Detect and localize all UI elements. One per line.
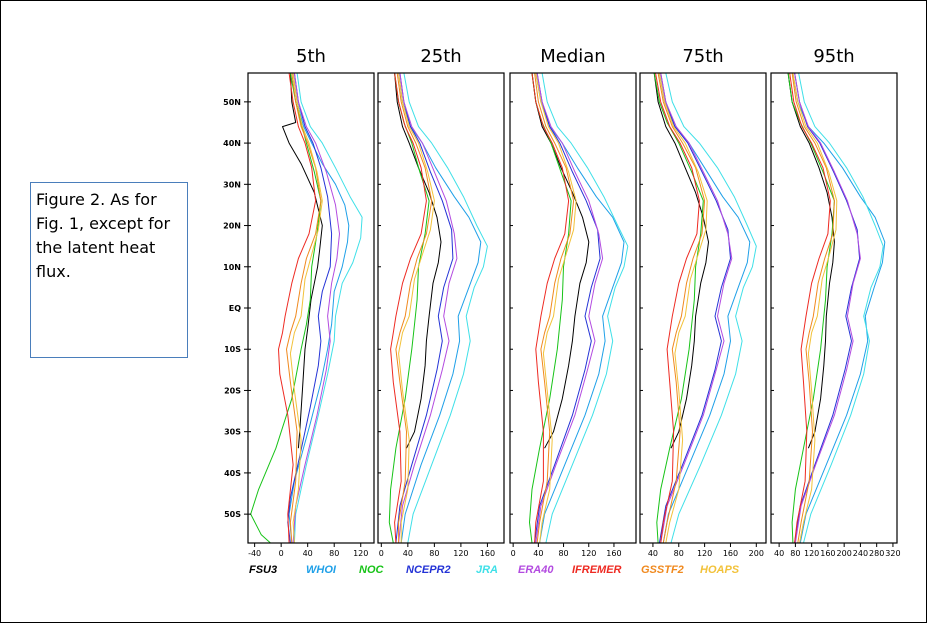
x-tick-label: 120	[353, 549, 368, 558]
x-tick-label: 120	[804, 549, 819, 558]
x-tick-label: 160	[606, 549, 621, 558]
panel-title: 5th	[296, 46, 326, 67]
profile-line-hoaps	[535, 73, 577, 543]
profile-line-ifremer	[278, 73, 317, 543]
profile-line-whoi	[792, 73, 886, 543]
profile-line-jra	[403, 73, 488, 543]
profile-line-gsstf2	[395, 73, 433, 543]
profile-line-era40	[660, 73, 733, 543]
profile-line-ifremer	[531, 73, 570, 543]
x-tick-label: 80	[790, 549, 800, 558]
panel-frame	[509, 72, 637, 544]
x-tick-label: 0	[511, 549, 516, 558]
panel-frame	[770, 72, 898, 544]
lat-tick-label: 40S	[224, 469, 241, 478]
profile-line-ncepr2	[658, 73, 731, 543]
legend-item-gsstf2: GSSTF2	[641, 564, 684, 576]
lat-tick-label: 20S	[224, 386, 241, 395]
x-tick-label: 200	[749, 549, 764, 558]
profile-line-fsu3	[282, 73, 323, 449]
lat-tick-label: 20N	[223, 222, 241, 231]
x-tick-label: 80	[429, 549, 439, 558]
panel-title: Median	[540, 46, 605, 67]
profile-line-ncepr2	[794, 73, 861, 543]
profile-line-ncepr2	[395, 73, 454, 543]
figure-caption: Figure 2. As for Fig. 1, except for the …	[30, 182, 188, 358]
x-tick-label: 320	[885, 549, 900, 558]
x-tick-label: 120	[697, 549, 712, 558]
profile-line-jra	[798, 73, 884, 543]
profile-line-gsstf2	[657, 73, 706, 543]
legend-item-whoi: WHOI	[306, 564, 337, 576]
x-tick-label: 120	[453, 549, 468, 558]
lat-tick-label: 10N	[223, 263, 241, 272]
legend-item-fsu3: FSU3	[249, 564, 277, 576]
legend-item-era40: ERA40	[518, 564, 554, 576]
legend-item-ncepr2: NCEPR2	[406, 564, 451, 576]
x-tick-label: 200	[837, 549, 852, 558]
x-tick-label: 40	[303, 549, 313, 558]
panel-title: 95th	[813, 46, 854, 67]
x-tick-label: 80	[329, 549, 339, 558]
lat-tick-label: 30N	[223, 180, 241, 189]
profile-line-gsstf2	[534, 73, 575, 543]
x-tick-label: 160	[480, 549, 495, 558]
profile-line-ifremer	[789, 73, 831, 543]
profile-line-fsu3	[394, 73, 442, 449]
legend-item-ifremer: IFREMER	[572, 564, 622, 576]
profile-line-jra	[293, 73, 363, 543]
legend-item-jra: JRA	[476, 564, 498, 576]
profile-line-era40	[794, 73, 861, 543]
lat-tick-label: 30S	[224, 428, 241, 437]
profile-line-whoi	[535, 73, 625, 543]
x-tick-label: 0	[379, 549, 384, 558]
lat-tick-label: 40N	[223, 139, 241, 148]
x-tick-label: 240	[853, 549, 868, 558]
lat-tick-label: 50N	[223, 98, 241, 107]
profile-line-gsstf2	[286, 73, 322, 543]
panel-frame	[639, 72, 767, 544]
panel-title: 75th	[682, 46, 723, 67]
x-tick-label: -40	[248, 549, 261, 558]
profile-line-ncepr2	[287, 73, 333, 543]
panel-frame	[377, 72, 505, 544]
profile-line-hoaps	[658, 73, 708, 543]
lat-tick-label: 10S	[224, 345, 241, 354]
x-tick-label: 0	[279, 549, 284, 558]
profile-line-era40	[292, 73, 340, 543]
x-tick-label: 280	[869, 549, 884, 558]
profile-line-hoaps	[398, 73, 435, 543]
x-tick-label: 160	[820, 549, 835, 558]
x-tick-label: 160	[723, 549, 738, 558]
x-tick-label: 40	[648, 549, 658, 558]
profile-line-hoaps	[792, 73, 838, 543]
profile-line-jra	[665, 73, 757, 543]
profile-line-whoi	[288, 73, 350, 543]
lat-tick-label: 50S	[224, 510, 241, 519]
profile-line-fsu3	[787, 73, 835, 449]
profile-line-jra	[541, 73, 629, 543]
x-tick-label: 40	[533, 549, 543, 558]
profile-line-gsstf2	[791, 73, 835, 543]
profile-line-ncepr2	[534, 73, 601, 543]
panel-frame	[247, 72, 375, 544]
x-tick-label: 120	[581, 549, 596, 558]
lat-tick-label: EQ	[229, 304, 241, 313]
legend-item-hoaps: HOAPS	[700, 564, 740, 576]
profile-line-fsu3	[653, 73, 709, 449]
profile-line-ifremer	[390, 73, 427, 543]
profile-line-ifremer	[655, 73, 700, 543]
legend-item-noc: NOC	[359, 564, 385, 576]
profile-line-hoaps	[289, 73, 323, 543]
x-tick-label: 80	[674, 549, 684, 558]
panel-title: 25th	[420, 46, 461, 67]
x-tick-label: 40	[403, 549, 413, 558]
profile-line-era40	[535, 73, 604, 543]
profile-line-noc	[653, 73, 704, 543]
profile-line-fsu3	[531, 73, 590, 449]
x-tick-label: 80	[558, 549, 568, 558]
profile-line-era40	[398, 73, 458, 543]
x-tick-label: 40	[774, 549, 784, 558]
